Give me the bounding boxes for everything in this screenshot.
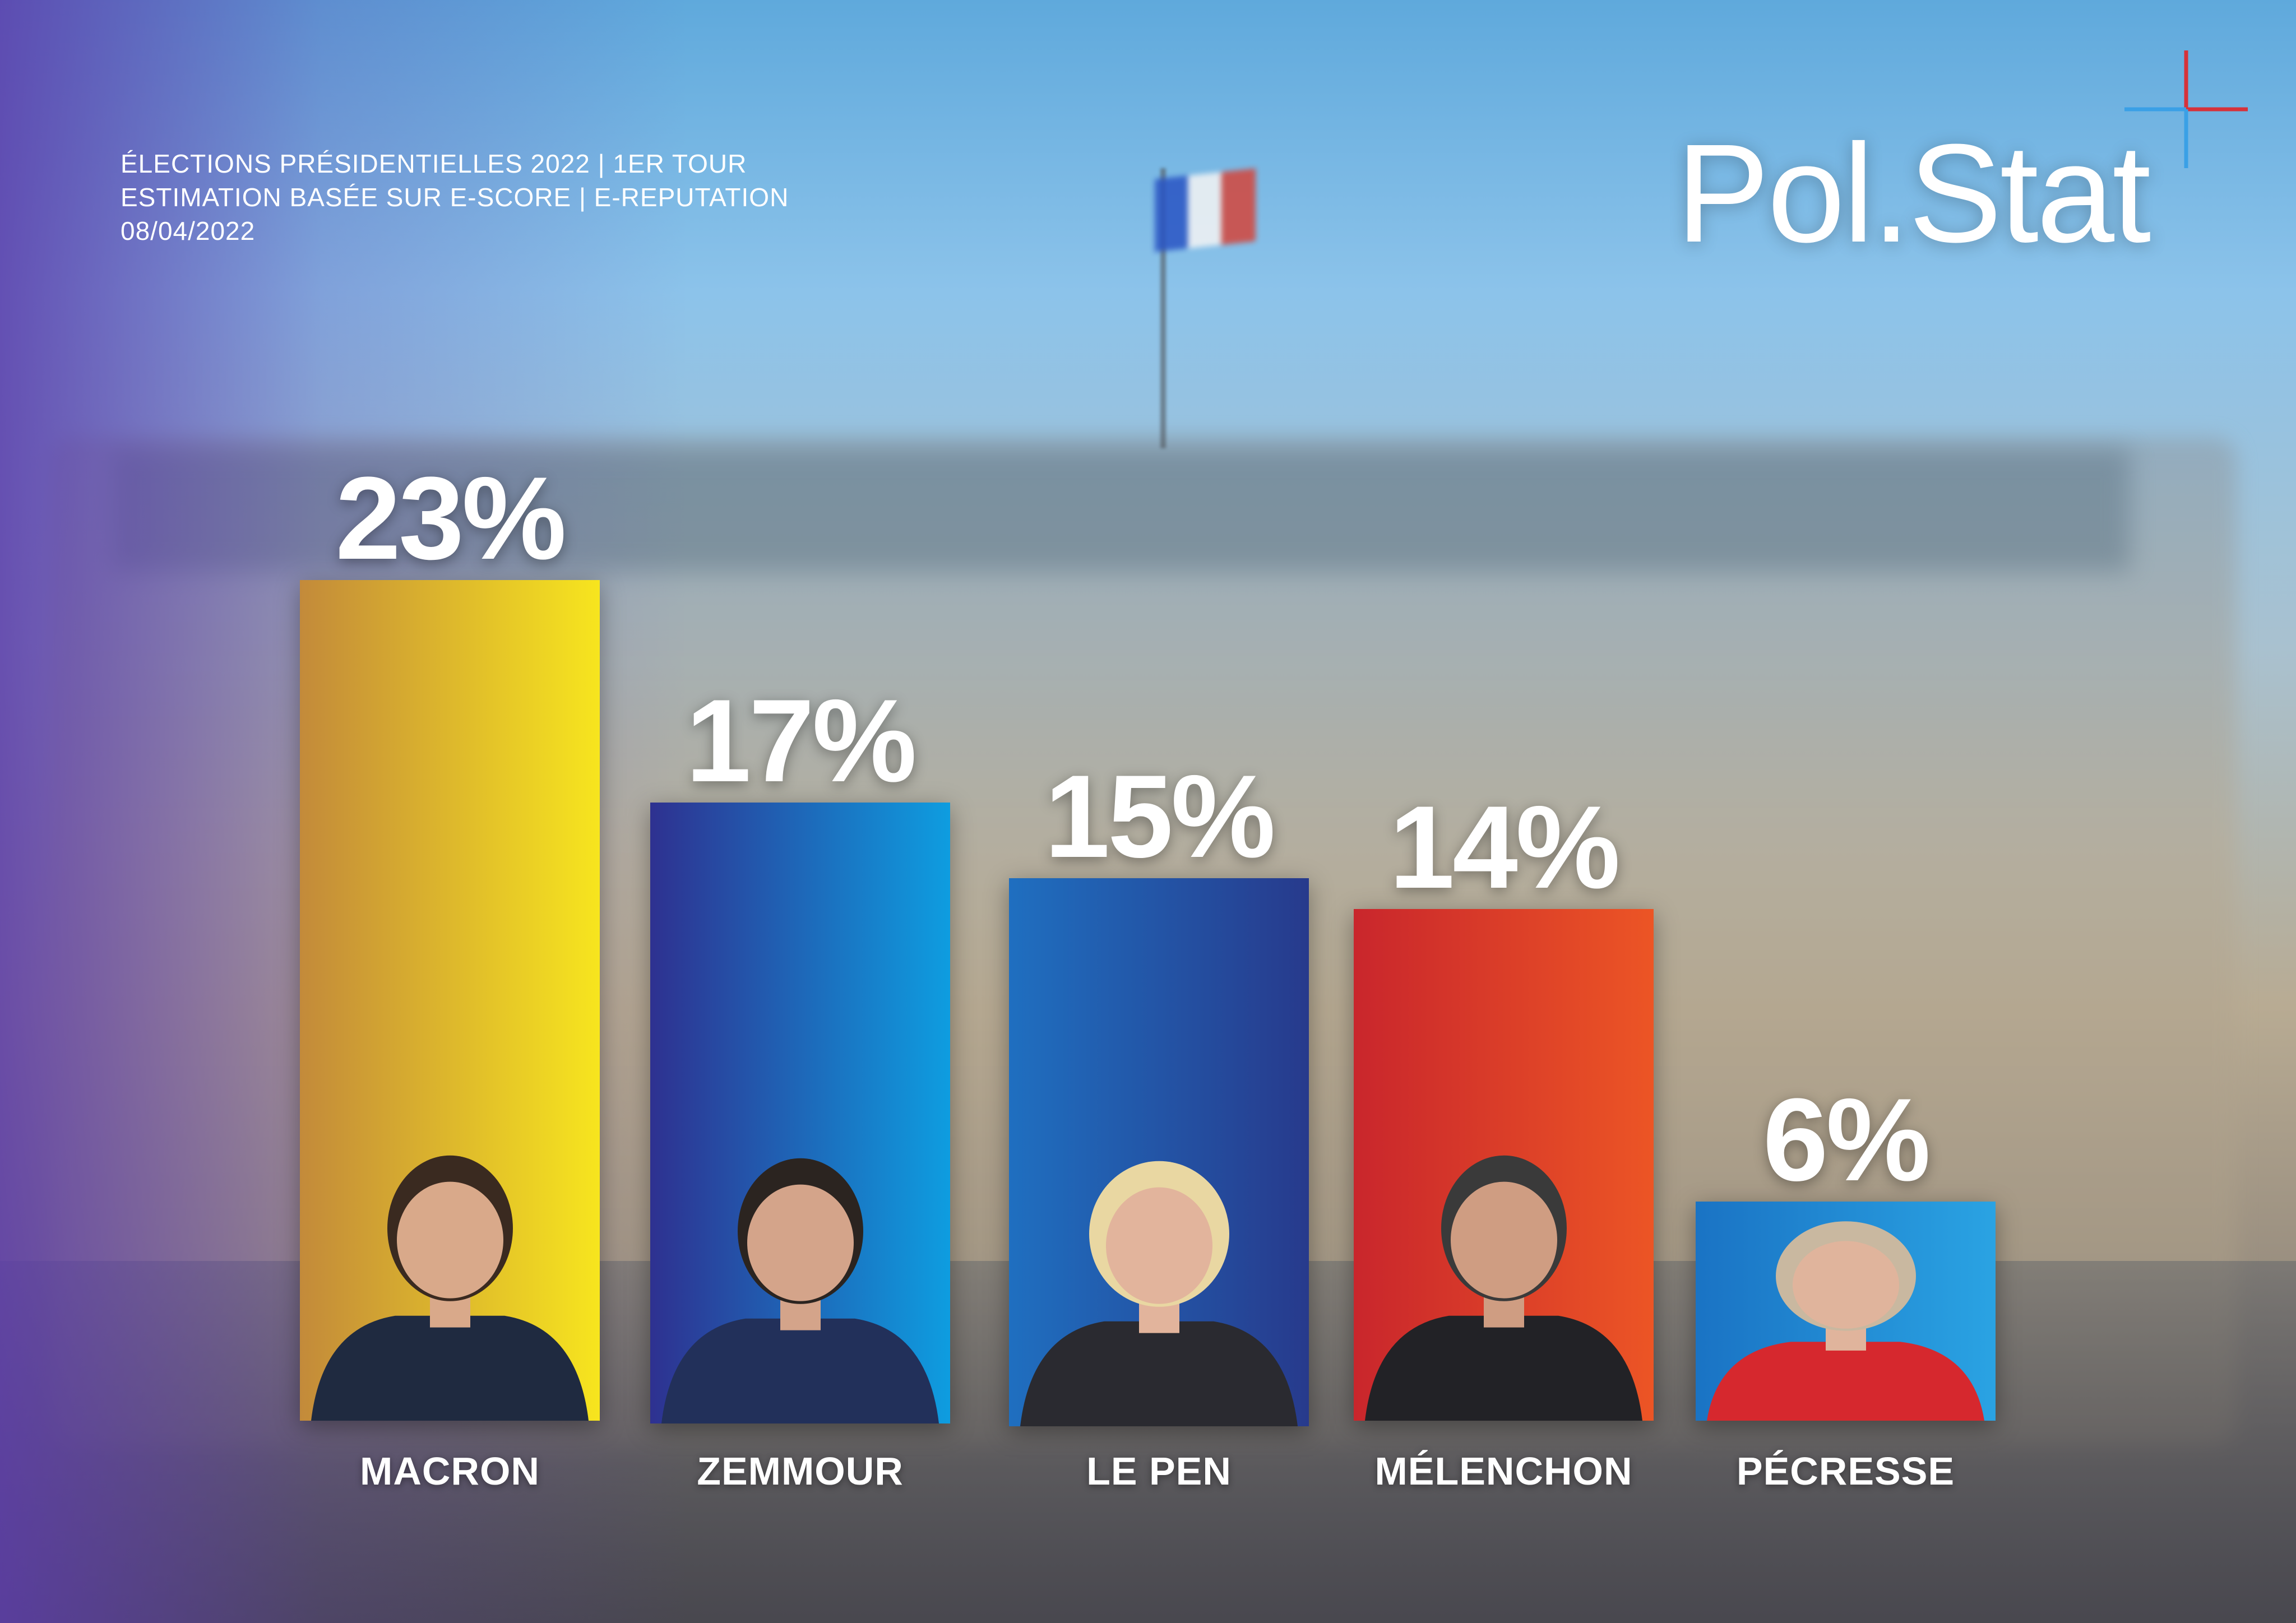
header-election-title: ÉLECTIONS PRÉSIDENTIELLES 2022 | 1ER TOU… xyxy=(121,149,747,178)
value-label: 15% xyxy=(1044,750,1275,882)
candidate-portrait xyxy=(1020,1161,1298,1426)
bar-zemmour xyxy=(650,803,950,1423)
polstat-logo: Pol.Stat xyxy=(1676,115,2151,271)
candidate-portrait xyxy=(1365,1155,1642,1421)
candidate-portrait xyxy=(1707,1221,1984,1421)
category-label: LE PEN xyxy=(1086,1449,1232,1493)
candidate-portrait xyxy=(661,1158,939,1423)
chart-header: ÉLECTIONS PRÉSIDENTIELLES 2022 | 1ER TOU… xyxy=(121,147,789,248)
bar-pcresse xyxy=(1696,1202,1996,1421)
value-label: 23% xyxy=(335,452,566,584)
logo-cross-icon xyxy=(2124,50,2248,168)
value-label: 14% xyxy=(1389,781,1620,913)
bar-macron xyxy=(300,580,600,1421)
bar-mlenchon xyxy=(1354,909,1654,1421)
value-label: 6% xyxy=(1762,1074,1931,1205)
category-label: ZEMMOUR xyxy=(697,1449,904,1493)
category-label: MACRON xyxy=(360,1449,540,1493)
value-label: 17% xyxy=(686,675,916,806)
bar-lepen xyxy=(1009,878,1309,1426)
header-date: 08/04/2022 xyxy=(121,216,256,245)
category-label: PÉCRESSE xyxy=(1736,1449,1955,1493)
header-method: ESTIMATION BASÉE SUR E-SCORE | E-REPUTAT… xyxy=(121,183,789,212)
candidate-portrait xyxy=(311,1155,589,1421)
category-label: MÉLENCHON xyxy=(1374,1449,1633,1493)
